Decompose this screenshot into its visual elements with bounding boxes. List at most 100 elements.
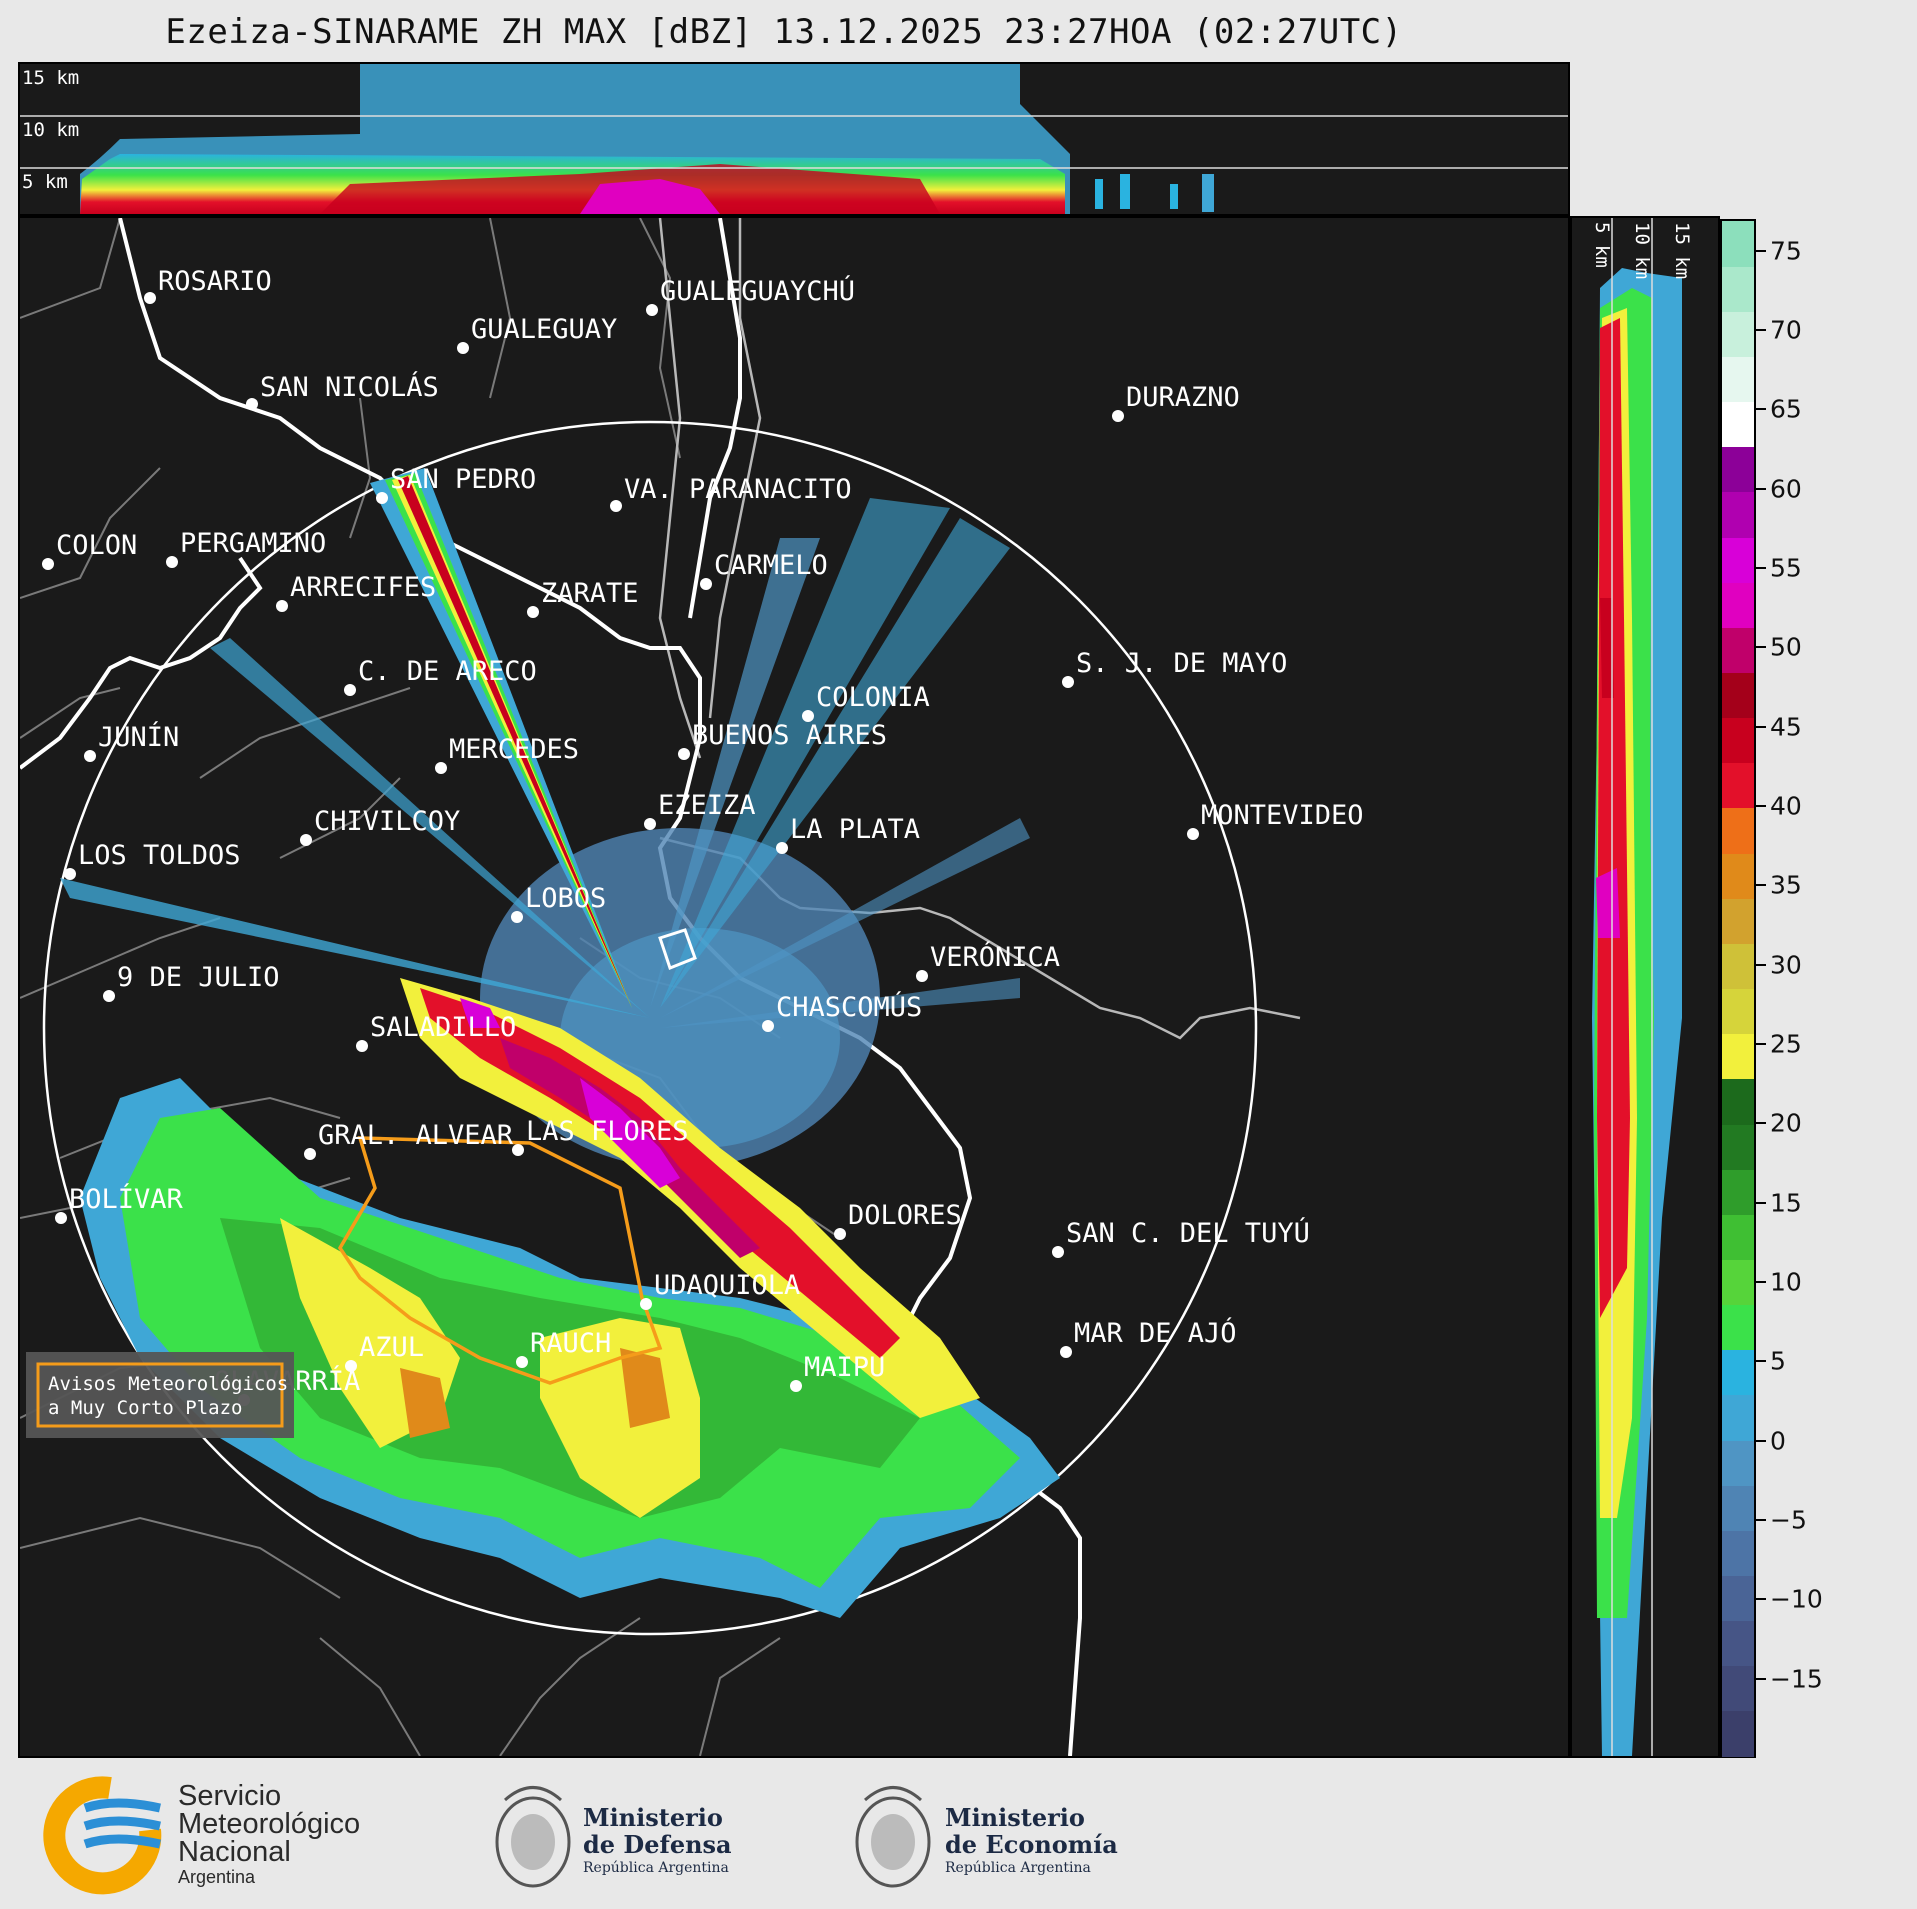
svg-text:ARRECIFES: ARRECIFES — [290, 572, 436, 603]
colorbar-tick-label: −15 — [1770, 1664, 1823, 1694]
colorbar-segment — [1722, 1169, 1754, 1215]
city-gualeguaychu: GUALEGUAYCHÚ — [646, 275, 855, 316]
profile-echo-cell — [1095, 179, 1103, 209]
city-chascomus: CHASCOMÚS — [762, 991, 922, 1032]
city-san-pedro: SAN PEDRO — [376, 464, 536, 504]
colorbar-tick-label: 35 — [1770, 870, 1802, 900]
city-lobos: LOBOS — [511, 883, 606, 923]
colorbar-segment — [1722, 717, 1754, 764]
colorbar-segment — [1722, 1214, 1754, 1260]
city-ezeiza: EZEIZA — [644, 790, 756, 830]
colorbar-tick-mark — [1756, 646, 1766, 649]
side-echo-red — [1597, 318, 1630, 1318]
colorbar-tick-mark — [1756, 1281, 1766, 1284]
svg-text:S. J. DE MAYO: S. J. DE MAYO — [1076, 648, 1287, 679]
colorbar-tick-label: 15 — [1770, 1188, 1802, 1218]
warning-polygon[interactable] — [337, 1136, 663, 1385]
economia-coat-of-arms-icon — [855, 1786, 931, 1888]
height-label-10km: 10 km — [22, 119, 79, 141]
height-label-5km: 5 km — [22, 171, 68, 193]
city-maipu: MAIPU — [790, 1352, 885, 1392]
top-height-profile-panel: 15 km 10 km 5 km — [18, 62, 1570, 216]
city-colonia: COLONIA — [802, 682, 930, 722]
svg-text:AZUL: AZUL — [359, 1332, 424, 1363]
alert-legend-line2: a Muy Corto Plazo — [48, 1397, 242, 1419]
colorbar-tick-mark — [1756, 249, 1766, 252]
svg-text:CHIVILCOY: CHIVILCOY — [314, 806, 460, 837]
colorbar-tick-label: 5 — [1770, 1346, 1786, 1376]
radar-map-svg[interactable]: ROSARIO GUALEGUAYCHÚ GUALEGUAY SAN NICOL… — [20, 218, 1568, 1756]
profile-echo-cell — [1120, 174, 1130, 209]
smn-logo-icon — [43, 1776, 162, 1895]
svg-text:GUALEGUAY: GUALEGUAY — [471, 314, 617, 345]
city-chivilcoy: CHIVILCOY — [300, 806, 460, 846]
colorbar-tick-label: 70 — [1770, 315, 1802, 345]
side-echo-darkred — [1600, 598, 1614, 698]
svg-text:LA PLATA: LA PLATA — [790, 814, 920, 845]
city-9-de-julio: 9 DE JULIO — [103, 962, 280, 1002]
city-los-toldos: LOS TOLDOS — [64, 840, 241, 880]
radar-map-panel[interactable]: ROSARIO GUALEGUAYCHÚ GUALEGUAY SAN NICOL… — [18, 216, 1570, 1758]
svg-text:ZARATE: ZARATE — [541, 578, 639, 609]
city-durazno: DURAZNO — [1112, 382, 1240, 422]
svg-text:LOS TOLDOS: LOS TOLDOS — [78, 840, 241, 871]
colorbar-tick-label: 10 — [1770, 1267, 1802, 1297]
city-junin: JUNÍN — [84, 721, 179, 762]
city-rauch: RAUCH — [516, 1328, 611, 1368]
svg-text:ROSARIO: ROSARIO — [158, 266, 272, 297]
colorbar-segment — [1722, 1304, 1754, 1351]
colorbar-tick-mark — [1756, 805, 1766, 808]
side-label-5km: 5 km — [1591, 222, 1613, 268]
colorbar-segment — [1722, 943, 1754, 990]
city-san-c-del-tuyu: SAN C. DEL TUYÚ — [1052, 1217, 1310, 1258]
colorbar-tick-mark — [1756, 1677, 1766, 1680]
colorbar-tick-label: 55 — [1770, 553, 1802, 583]
colorbar-segment — [1722, 537, 1754, 583]
economia-logo-text: Ministerio de Economía República Argenti… — [945, 1803, 1118, 1876]
city-bolivar: BOLÍVAR — [55, 1183, 184, 1224]
colorbar-tick-mark — [1756, 1519, 1766, 1521]
colorbar-segment — [1722, 582, 1754, 628]
svg-text:UDAQUIOLA: UDAQUIOLA — [654, 1270, 800, 1301]
colorbar-segment — [1722, 1394, 1754, 1441]
svg-text:VA. PARANACITO: VA. PARANACITO — [624, 474, 852, 505]
colorbar-tick-mark — [1756, 329, 1766, 332]
height-label-15km: 15 km — [22, 67, 79, 89]
colorbar-tick-label: 50 — [1770, 632, 1802, 662]
colorbar-tick-mark — [1756, 1201, 1766, 1204]
svg-text:PERGAMINO: PERGAMINO — [180, 528, 326, 559]
city-mar-de-ajo: MAR DE AJÓ — [1060, 1317, 1237, 1358]
side-height-profile-panel: 5 km 10 km 15 km — [1570, 216, 1720, 1758]
colorbar-segment — [1722, 1078, 1754, 1125]
colorbar-tick-label: 60 — [1770, 474, 1802, 504]
city-c-de-areco: C. DE ARECO — [344, 656, 537, 696]
colorbar-tick-label: 40 — [1770, 791, 1802, 821]
alert-legend[interactable]: Avisos Meteorológicos a Muy Corto Plazo — [26, 1352, 294, 1438]
city-veronica: VERÓNICA — [916, 941, 1060, 982]
svg-text:EZEIZA: EZEIZA — [658, 790, 756, 821]
svg-text:CARMELO: CARMELO — [714, 550, 828, 581]
city-la-plata: LA PLATA — [776, 814, 920, 854]
defensa-coat-of-arms-icon — [495, 1786, 571, 1888]
colorbar-tick-mark — [1756, 1360, 1766, 1363]
colorbar-segment — [1722, 1710, 1754, 1757]
radar-storm-echoes — [80, 978, 1060, 1618]
svg-text:SAN NICOLÁS: SAN NICOLÁS — [260, 371, 439, 403]
colorbar-tick-mark — [1756, 408, 1766, 411]
colorbar-segment — [1722, 853, 1754, 899]
defensa-logo-text: Ministerio de Defensa República Argentin… — [583, 1803, 732, 1876]
colorbar-segment — [1722, 762, 1754, 809]
colorbar-segment — [1722, 1349, 1754, 1396]
svg-text:BUENOS AIRES: BUENOS AIRES — [692, 720, 887, 751]
city-saladillo: SALADILLO — [356, 1012, 516, 1052]
colorbar-tick-mark — [1756, 963, 1766, 966]
city-udaquiola: UDAQUIOLA — [640, 1270, 800, 1310]
colorbar-tick-label: 25 — [1770, 1029, 1802, 1059]
colorbar-segment — [1722, 311, 1754, 358]
svg-text:SALADILLO: SALADILLO — [370, 1012, 516, 1043]
svg-text:GUALEGUAYCHÚ: GUALEGUAYCHÚ — [660, 275, 855, 307]
colorbar-segment — [1722, 266, 1754, 312]
colorbar-tick-mark — [1756, 567, 1766, 570]
colorbar-tick-label: 20 — [1770, 1108, 1802, 1138]
city-san-nicolas: SAN NICOLÁS — [246, 371, 439, 410]
